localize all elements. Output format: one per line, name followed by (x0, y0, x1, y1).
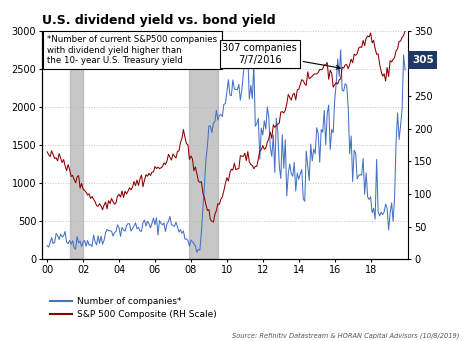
Text: 307 companies
7/7/2016: 307 companies 7/7/2016 (222, 43, 339, 69)
Bar (69, 31, 83, 259)
Text: *Number of current S&P500 companies
with dividend yield higher than
the 10- year: *Number of current S&P500 companies with… (47, 35, 217, 65)
Text: U.S. dividend yield vs. bond yield: U.S. dividend yield vs. bond yield (42, 14, 275, 27)
Legend: Number of companies*, S&P 500 Composite (RH Scale): Number of companies*, S&P 500 Composite … (46, 293, 220, 323)
Text: Source: Refinitiv Datastream & HORAN Capital Advisors (10/8/2019): Source: Refinitiv Datastream & HORAN Cap… (232, 333, 458, 339)
Bar (189, 31, 218, 259)
Text: 305: 305 (411, 55, 433, 65)
